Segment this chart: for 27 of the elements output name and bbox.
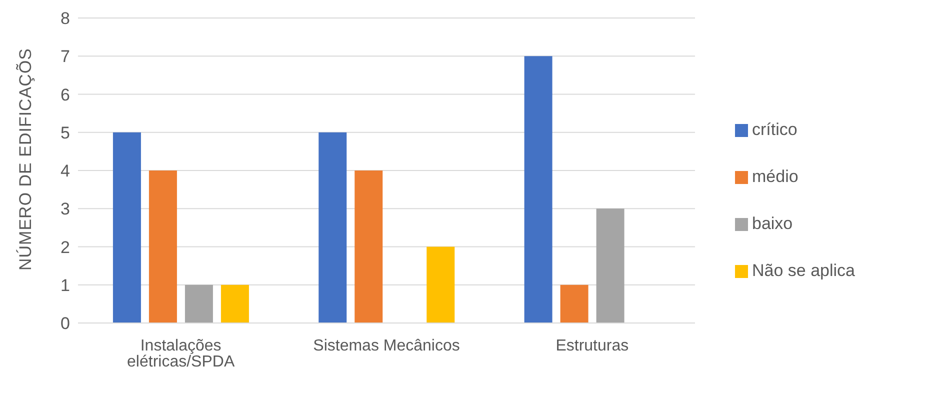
bar	[596, 208, 624, 323]
legend-label: Não se aplica	[752, 260, 856, 280]
y-axis-title: NÚMERO DE EDIFICAÇÕS	[16, 48, 36, 270]
bar	[184, 284, 213, 323]
bar	[560, 284, 588, 323]
y-tick-label: 8	[60, 9, 70, 28]
y-tick-label: 1	[60, 276, 70, 295]
bar	[318, 132, 347, 323]
y-tick-label: 3	[60, 200, 70, 219]
legend-label: médio	[752, 166, 798, 186]
legend-label: crítico	[752, 120, 798, 138]
bar	[354, 170, 383, 323]
bar	[426, 246, 455, 323]
bar	[220, 284, 249, 323]
y-tick-label: 0	[60, 314, 70, 334]
bar	[524, 56, 552, 323]
legend-label: baixo	[752, 214, 793, 232]
bar	[112, 132, 141, 323]
x-tick-label: Sistemas Mecânicos	[313, 337, 460, 354]
x-tick-label: Instalações elétricas/SPDA	[127, 337, 235, 370]
y-tick-label: 6	[60, 85, 70, 104]
y-tick-label: 5	[60, 123, 70, 142]
x-tick-label: Estruturas	[556, 337, 629, 354]
y-tick-label: 7	[60, 47, 70, 66]
y-tick-label: 2	[60, 238, 70, 257]
bar	[148, 170, 177, 323]
y-tick-label: 4	[60, 162, 70, 181]
